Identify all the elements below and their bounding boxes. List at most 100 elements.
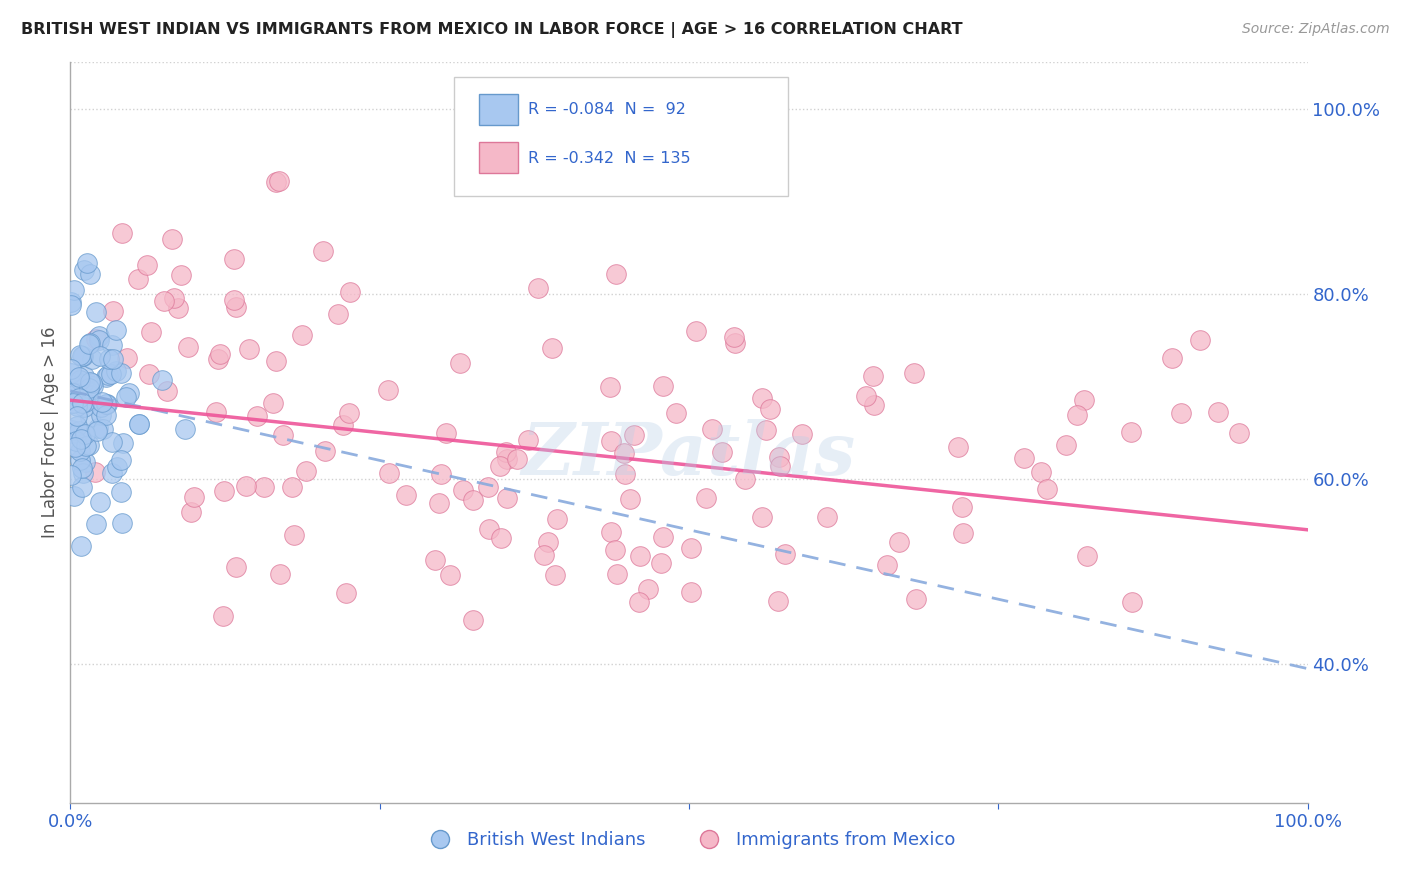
Point xyxy=(628,549,651,564)
Point xyxy=(62,396,84,410)
Point xyxy=(73,455,96,469)
Point xyxy=(711,445,734,459)
Point xyxy=(60,366,83,380)
Point xyxy=(86,424,108,438)
Point xyxy=(1029,465,1052,479)
Point xyxy=(94,409,117,423)
Point xyxy=(222,252,245,266)
Point xyxy=(271,427,294,442)
Point xyxy=(434,426,457,441)
Point xyxy=(77,337,100,351)
Point xyxy=(430,467,453,481)
Point xyxy=(79,438,101,452)
Point xyxy=(283,528,305,542)
Point xyxy=(84,305,107,319)
Point xyxy=(66,385,89,400)
Point xyxy=(768,450,790,464)
Point xyxy=(59,298,82,312)
Point xyxy=(637,582,659,596)
Point xyxy=(527,281,550,295)
Point xyxy=(105,460,128,475)
Point xyxy=(253,480,276,494)
Point xyxy=(96,396,118,410)
Point xyxy=(700,422,723,436)
Point xyxy=(89,333,111,347)
Legend: British West Indians, Immigrants from Mexico: British West Indians, Immigrants from Me… xyxy=(415,824,963,856)
Point xyxy=(619,491,641,506)
Point xyxy=(73,400,96,414)
Point xyxy=(862,398,884,412)
Point xyxy=(679,585,702,599)
Point xyxy=(1076,549,1098,564)
Point xyxy=(118,385,141,400)
Point xyxy=(163,292,186,306)
Y-axis label: In Labor Force | Age > 16: In Labor Force | Age > 16 xyxy=(41,326,59,539)
Point xyxy=(904,591,927,606)
Point xyxy=(862,369,884,384)
Point xyxy=(544,567,567,582)
Point xyxy=(463,492,485,507)
Point xyxy=(281,480,304,494)
Point xyxy=(267,174,290,188)
Point xyxy=(681,541,703,556)
Point xyxy=(112,436,135,450)
Point xyxy=(1012,450,1035,465)
Point xyxy=(724,335,747,350)
Point xyxy=(1189,333,1212,347)
Point xyxy=(111,516,134,530)
Point xyxy=(1170,406,1192,420)
Point xyxy=(70,539,93,553)
Point xyxy=(111,226,134,240)
Point xyxy=(489,458,512,473)
Point xyxy=(478,522,501,536)
FancyBboxPatch shape xyxy=(478,143,519,173)
Point xyxy=(70,350,93,364)
Point xyxy=(62,386,84,401)
Point xyxy=(627,595,650,609)
Point xyxy=(606,567,628,582)
Point xyxy=(685,324,707,338)
Point xyxy=(1208,405,1230,419)
Point xyxy=(60,294,83,309)
Point xyxy=(855,389,877,403)
Point xyxy=(1227,425,1250,440)
Point xyxy=(950,500,973,514)
Point xyxy=(377,383,399,397)
Point xyxy=(79,375,101,389)
Point xyxy=(751,509,773,524)
Point xyxy=(128,417,150,431)
Point xyxy=(613,446,636,460)
Point xyxy=(101,466,124,480)
Text: Source: ZipAtlas.com: Source: ZipAtlas.com xyxy=(1241,22,1389,37)
Point xyxy=(91,394,114,409)
Point xyxy=(100,337,122,351)
Point xyxy=(60,425,83,440)
Point xyxy=(815,510,838,524)
Point xyxy=(337,406,360,420)
Point xyxy=(425,553,447,567)
Point xyxy=(533,548,555,562)
Point xyxy=(66,419,89,434)
Point xyxy=(205,405,228,419)
Point xyxy=(665,406,688,420)
Point xyxy=(477,479,499,493)
Point xyxy=(491,531,513,545)
Point xyxy=(90,409,112,423)
Point xyxy=(153,294,176,309)
Point xyxy=(1121,425,1143,440)
Point xyxy=(451,483,474,498)
Point xyxy=(427,496,450,510)
Point xyxy=(72,466,94,480)
Point xyxy=(166,301,188,315)
Point xyxy=(463,613,485,627)
Point xyxy=(76,256,98,270)
Point xyxy=(1066,409,1088,423)
Point xyxy=(208,346,231,360)
Point xyxy=(82,351,104,366)
Point xyxy=(77,381,100,395)
Text: R = -0.084  N =  92: R = -0.084 N = 92 xyxy=(529,103,686,118)
Point xyxy=(516,433,538,447)
Point xyxy=(62,489,84,503)
Point xyxy=(903,366,925,380)
Point xyxy=(876,558,898,572)
